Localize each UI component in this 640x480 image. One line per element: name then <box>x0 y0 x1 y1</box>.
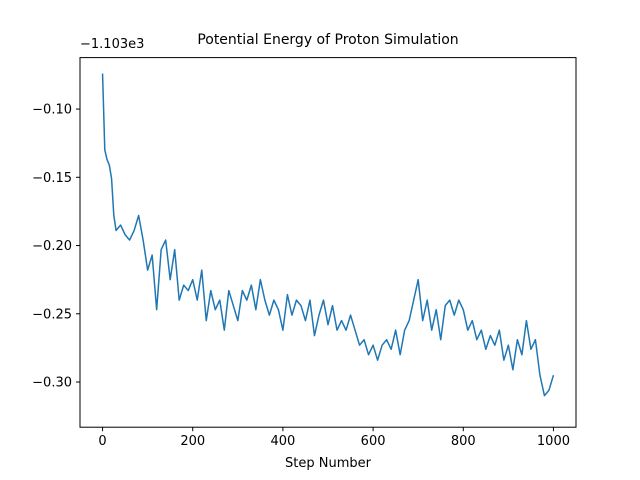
x-axis-label: Step Number <box>285 456 372 471</box>
y-offset-label: −1.103e3 <box>80 37 144 52</box>
x-tick-label: 200 <box>180 434 205 449</box>
x-tick-label: 0 <box>98 434 106 449</box>
x-tick-label: 1000 <box>537 434 570 449</box>
chart-title: Potential Energy of Proton Simulation <box>197 32 458 48</box>
y-tick-label: −0.10 <box>32 103 72 118</box>
x-tick-label: 400 <box>270 434 295 449</box>
data-line <box>101 73 555 397</box>
x-tick-label: 800 <box>451 434 476 449</box>
x-tick-label: 600 <box>361 434 386 449</box>
y-tick-label: −0.20 <box>32 239 72 254</box>
axes-frame <box>79 57 577 428</box>
y-tick-label: −0.15 <box>32 171 72 186</box>
y-tick-label: −0.25 <box>32 307 72 322</box>
y-tick-label: −0.30 <box>32 376 72 391</box>
